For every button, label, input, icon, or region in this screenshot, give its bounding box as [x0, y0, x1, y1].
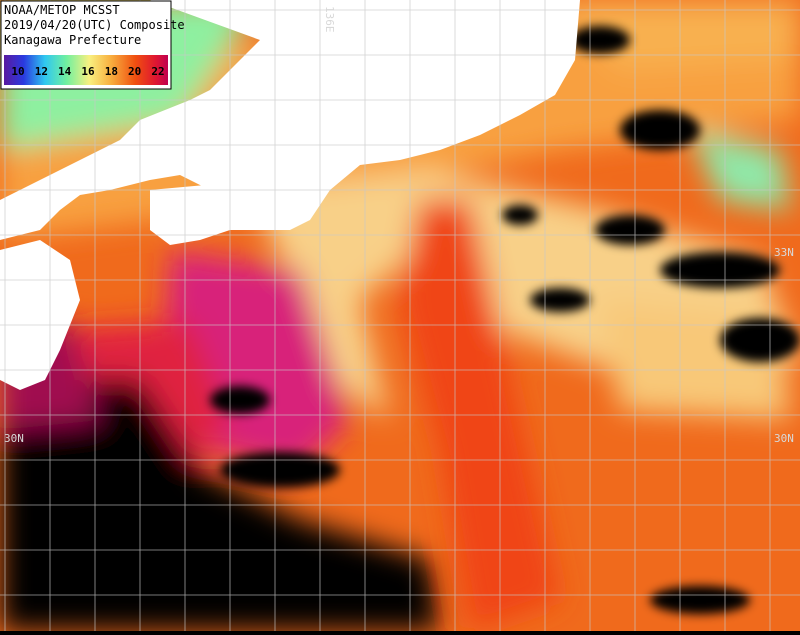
header-line: NOAA/METOP MCSST	[4, 3, 120, 17]
colorbar-tick-label: 12	[35, 65, 48, 78]
land	[0, 0, 580, 390]
colorbar-tick-label: 20	[128, 65, 141, 78]
latitude-label: 30N	[774, 432, 794, 445]
header-line: Kanagawa Prefecture	[4, 33, 141, 47]
longitude-label: 136E	[323, 6, 336, 33]
latitude-label: 30N	[4, 432, 24, 445]
latitude-label: 33N	[774, 246, 794, 259]
colorbar-tick-label: 16	[81, 65, 95, 78]
colorbar-tick-label: 22	[151, 65, 164, 78]
colorbar-tick-label: 18	[105, 65, 118, 78]
header-line: 2019/04/20(UTC) Composite	[4, 18, 185, 32]
colorbar-tick-label: 10	[11, 65, 24, 78]
colorbar	[4, 55, 168, 85]
legend-box: NOAA/METOP MCSST 2019/04/20(UTC) Composi…	[0, 0, 185, 90]
colorbar-tick-label: 14	[58, 65, 72, 78]
